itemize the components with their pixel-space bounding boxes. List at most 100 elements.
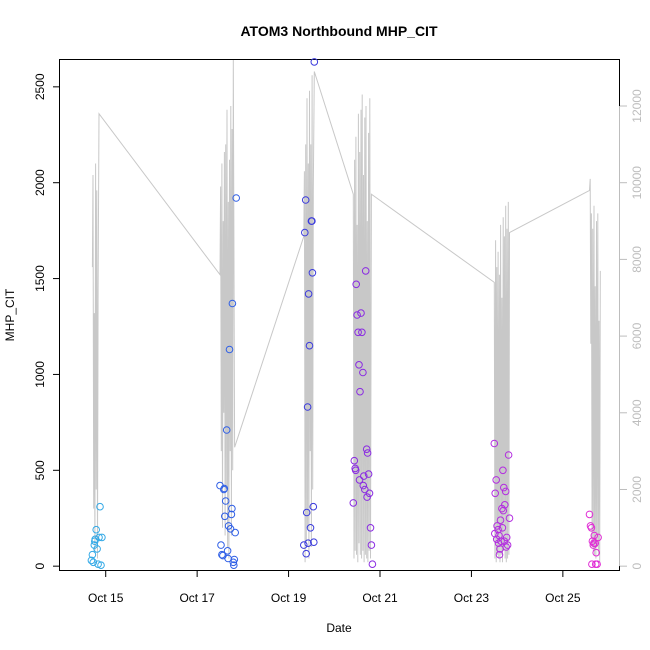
data-point — [499, 506, 508, 515]
data-point — [355, 476, 364, 484]
data-point — [217, 541, 225, 549]
data-point — [223, 547, 232, 555]
data-point — [310, 538, 318, 547]
data-point — [588, 560, 596, 569]
y2-tick-label: 2000 — [630, 476, 644, 503]
data-point — [92, 525, 100, 534]
data-point — [87, 556, 96, 565]
data-point — [232, 194, 240, 202]
y2-tick-label: 10000 — [630, 166, 644, 200]
data-point — [368, 560, 377, 569]
data-point — [221, 497, 230, 505]
data-point — [309, 502, 318, 511]
y2-tick-label: 4000 — [630, 399, 644, 426]
data-point — [356, 387, 364, 396]
data-point — [365, 489, 374, 498]
data-point — [491, 489, 500, 498]
data-point — [304, 290, 313, 298]
data-point — [222, 426, 231, 434]
data-point — [359, 481, 368, 490]
data-point — [355, 361, 363, 369]
data-point — [492, 476, 501, 484]
x-tick-label: Oct 23 — [454, 591, 490, 605]
x-tick-label: Oct 19 — [271, 591, 307, 605]
data-point — [498, 524, 507, 532]
data-point — [358, 328, 366, 337]
data-point — [306, 524, 315, 532]
data-point — [98, 533, 106, 542]
x-axis-label: Date — [326, 621, 352, 635]
data-point — [220, 484, 229, 493]
data-point — [301, 196, 310, 204]
data-point — [505, 514, 514, 523]
data-point — [228, 504, 236, 513]
y-tick-label: 2000 — [33, 169, 47, 196]
data-point — [496, 516, 505, 525]
y-tick-label: 1000 — [33, 361, 47, 388]
data-point — [495, 550, 504, 559]
data-point — [302, 508, 311, 517]
data-point — [303, 403, 312, 411]
data-point — [366, 524, 375, 532]
data-point — [367, 541, 376, 549]
data-point — [492, 535, 501, 544]
y2-tick-label: 12000 — [630, 89, 644, 123]
data-point — [225, 345, 234, 354]
data-point — [364, 470, 373, 478]
data-point — [587, 524, 596, 532]
data-point — [501, 501, 509, 509]
data-point — [305, 341, 314, 350]
data-point — [361, 267, 370, 275]
y2-tick-label: 8000 — [630, 246, 644, 273]
data-point — [499, 466, 507, 475]
data-point — [97, 561, 105, 570]
plot-area — [59, 59, 620, 571]
data-point — [504, 451, 513, 459]
data-point — [493, 522, 501, 530]
data-point — [352, 280, 361, 289]
data-point — [96, 502, 104, 511]
data-point — [351, 466, 360, 475]
data-point — [89, 558, 98, 567]
data-point — [357, 309, 365, 317]
data-point — [226, 525, 235, 533]
y-tick-label: 0 — [33, 563, 47, 570]
data-point — [310, 58, 319, 66]
data-point — [590, 539, 598, 548]
data-point — [304, 539, 312, 548]
point-layer — [87, 58, 602, 570]
x-tick-label: Oct 25 — [545, 591, 581, 605]
data-point — [93, 545, 101, 553]
data-point — [302, 549, 311, 558]
y-axis-label: MHP_CIT — [3, 288, 17, 341]
data-point — [95, 533, 103, 542]
data-point — [502, 533, 511, 542]
y-tick-label: 1500 — [33, 265, 47, 292]
data-point — [308, 269, 317, 277]
data-point — [230, 561, 238, 570]
data-point — [227, 510, 236, 519]
data-point — [363, 493, 371, 501]
data-point — [497, 537, 505, 546]
data-point — [585, 510, 594, 519]
right-axis-line-layer — [91, 59, 601, 563]
data-point — [592, 548, 601, 557]
data-point — [231, 528, 239, 537]
x-tick-label: Oct 15 — [88, 591, 124, 605]
data-point — [218, 550, 226, 559]
data-point — [359, 368, 367, 377]
data-point — [360, 472, 368, 480]
data-point — [350, 456, 359, 465]
data-point — [594, 533, 602, 542]
x-axis: Oct 15 Oct 17 Oct 19 Oct 21 Oct 23 Oct 25 — [88, 570, 581, 605]
data-point — [591, 560, 600, 569]
y2-tick-label: 6000 — [630, 322, 644, 349]
data-point — [91, 537, 99, 546]
y-axis-left: 0 500 1000 1500 2000 2500 — [33, 73, 60, 570]
data-point — [490, 439, 499, 448]
data-point — [362, 445, 371, 454]
data-point — [363, 449, 372, 457]
data-point — [301, 228, 309, 237]
x-tick-label: Oct 17 — [179, 591, 215, 605]
data-point — [228, 299, 237, 308]
